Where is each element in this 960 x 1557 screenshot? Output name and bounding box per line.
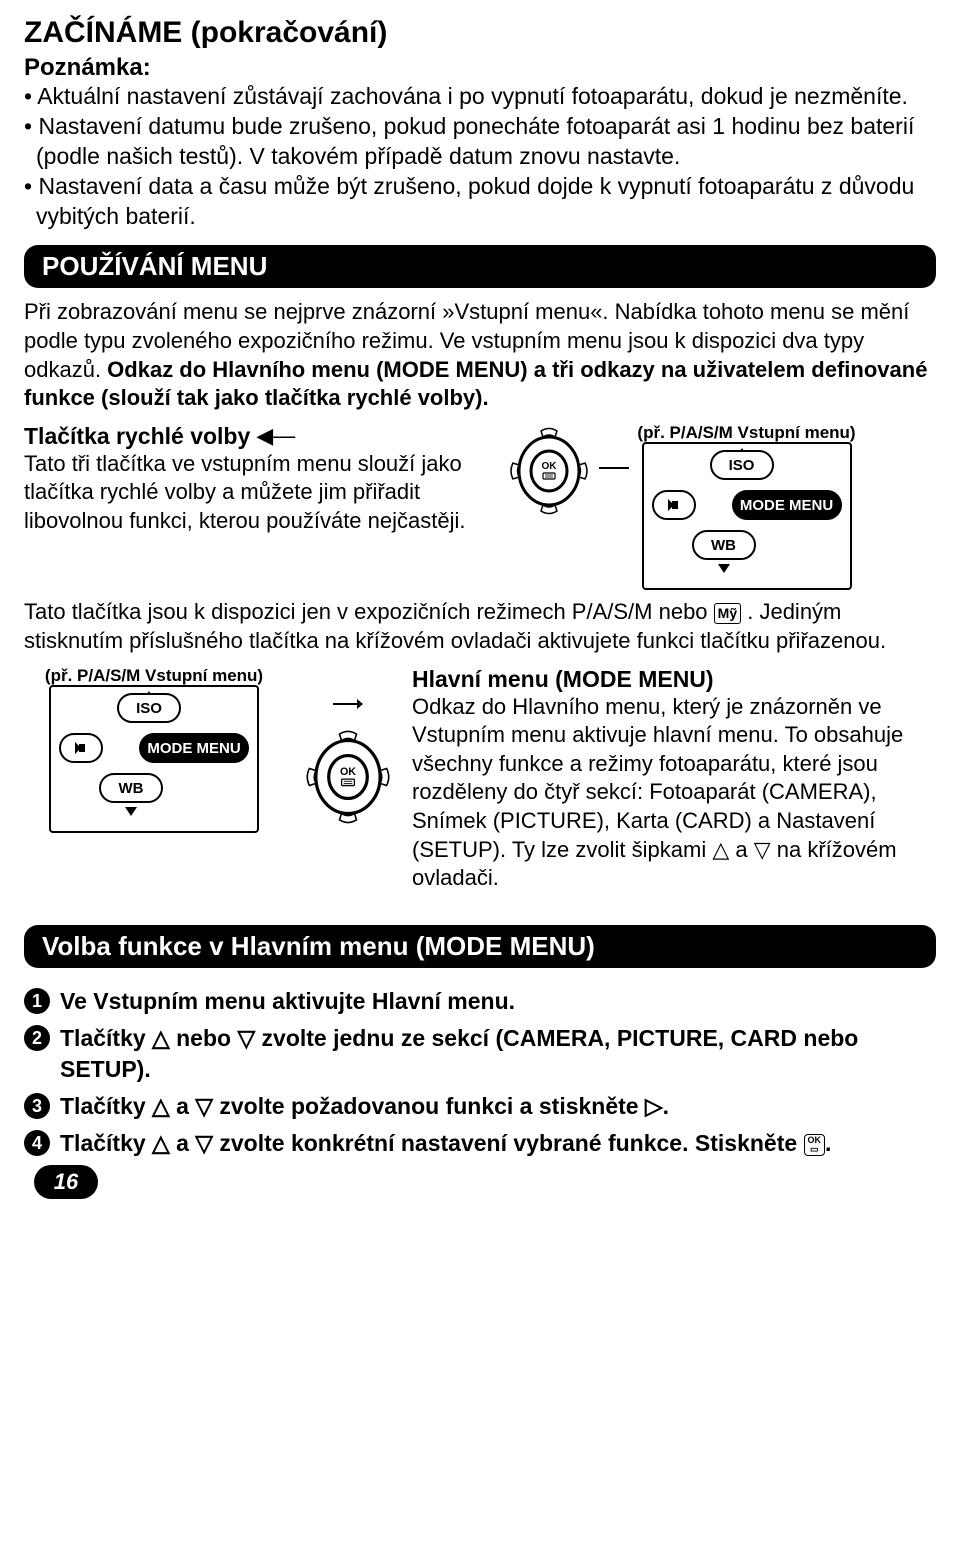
quick-body-1: Tato tři tlačítka ve vstupním menu slouž… — [24, 450, 495, 536]
menu-item-card-icon — [59, 733, 103, 763]
menu-item-card-icon — [652, 490, 696, 520]
menu-item-mode-menu: MODE MENU — [139, 733, 249, 763]
section-heading-using-menu: POUŽÍVÁNÍ MENU — [24, 245, 936, 288]
page-title: ZAČÍNÁME (pokračování) — [24, 16, 936, 50]
menu-item-wb: WB — [692, 530, 756, 560]
arrow-icon: ◀— — [256, 423, 295, 449]
step-text: Tlačítky △ a ▽ zvolte konkrétní nastaven… — [60, 1130, 804, 1156]
note-item: Nastavení datumu bude zrušeno, pokud pon… — [24, 112, 936, 172]
step-number: 1 — [24, 988, 50, 1014]
dpad-icon: OK — [303, 725, 393, 829]
step-item: 3 Tlačítky △ a ▽ zvolte požadovanou funk… — [24, 1091, 936, 1122]
quick-buttons-text: Tlačítka rychlé volby ◀— Tato tři tlačít… — [24, 423, 495, 538]
connector — [599, 423, 629, 469]
quick-diagram: OK (př. P/A/S/M Vstupní menu) ISO — [507, 423, 936, 591]
triangle-down-icon — [718, 564, 730, 573]
entry-menu-box-2: ISO MODE MENU WB — [49, 685, 259, 833]
step-text: Tlačítky △ nebo ▽ zvolte jednu ze sekcí … — [60, 1025, 858, 1082]
step-number: 2 — [24, 1025, 50, 1051]
note-item: Aktuální nastavení zůstávají zachována i… — [24, 82, 936, 112]
step-text: Tlačítky △ a ▽ zvolte požadovanou funkci… — [60, 1093, 669, 1119]
quick-buttons-heading: Tlačítka rychlé volby — [24, 423, 250, 450]
svg-text:OK: OK — [340, 765, 356, 777]
menu-item-wb: WB — [99, 773, 163, 803]
triangle-down-icon — [125, 807, 137, 816]
step-item: 1 Ve Vstupním menu aktivujte Hlavní menu… — [24, 986, 936, 1017]
main-menu-body: Odkaz do Hlavního menu, který je znázorn… — [412, 693, 936, 893]
note-label: Poznámka: — [24, 54, 936, 82]
left-diagram: (př. P/A/S/M Vstupní menu) ISO MODE MENU… — [24, 666, 284, 834]
menu-box-group: (př. P/A/S/M Vstupní menu) ISO MODE MENU… — [637, 423, 855, 591]
menu-item-mode-menu: MODE MENU — [732, 490, 842, 520]
using-menu-paragraph: Při zobrazování menu se nejprve znázorní… — [24, 298, 936, 412]
main-menu-text: Hlavní menu (MODE MENU) Odkaz do Hlavníh… — [412, 666, 936, 903]
page-number: 16 — [34, 1165, 98, 1199]
menu-item-iso: ISO — [117, 693, 181, 723]
menu-box-caption-2: (př. P/A/S/M Vstupní menu) — [45, 666, 263, 686]
quick-body-2: Tato tlačítka jsou k dispozici jen v exp… — [24, 598, 936, 655]
arrow-right-icon — [333, 696, 363, 717]
quick-buttons-row: Tlačítka rychlé volby ◀— Tato tři tlačít… — [24, 423, 936, 591]
main-menu-heading: Hlavní menu (MODE MENU) — [412, 666, 936, 693]
step-item: 4 Tlačítky △ a ▽ zvolte konkrétní nastav… — [24, 1128, 936, 1159]
step-number: 4 — [24, 1130, 50, 1156]
step-list: 1 Ve Vstupním menu aktivujte Hlavní menu… — [24, 986, 936, 1159]
caption-text: (př. P/A/S/M Vstupní menu) — [637, 423, 855, 442]
section-heading-select-function: Volba funkce v Hlavním menu (MODE MENU) — [24, 925, 936, 968]
step-number: 3 — [24, 1093, 50, 1119]
note-item: Nastavení data a času může být zrušeno, … — [24, 172, 936, 232]
dpad-icon: OK — [507, 423, 591, 519]
ok-button-icon: OK▭ — [804, 1134, 826, 1156]
text: Tato tlačítka jsou k dispozici jen v exp… — [24, 599, 714, 624]
entry-menu-box: ISO MODE MENU WB — [642, 442, 852, 590]
step-text: Ve Vstupním menu aktivujte Hlavní menu. — [60, 988, 515, 1014]
step-item: 2 Tlačítky △ nebo ▽ zvolte jednu ze sekc… — [24, 1023, 936, 1085]
note-list: Aktuální nastavení zůstávají zachována i… — [24, 82, 936, 231]
menu-item-iso: ISO — [710, 450, 774, 480]
center-dpad-col: OK — [300, 666, 396, 829]
main-menu-row: (př. P/A/S/M Vstupní menu) ISO MODE MENU… — [24, 666, 936, 903]
menu-box-caption: (př. P/A/S/M Vstupní menu) — [637, 423, 855, 443]
svg-text:OK: OK — [542, 461, 558, 472]
my-mode-icon: Mỹ — [714, 603, 741, 623]
body-text-bold: Odkaz do Hlavního menu (MODE MENU) a tři… — [24, 357, 927, 411]
